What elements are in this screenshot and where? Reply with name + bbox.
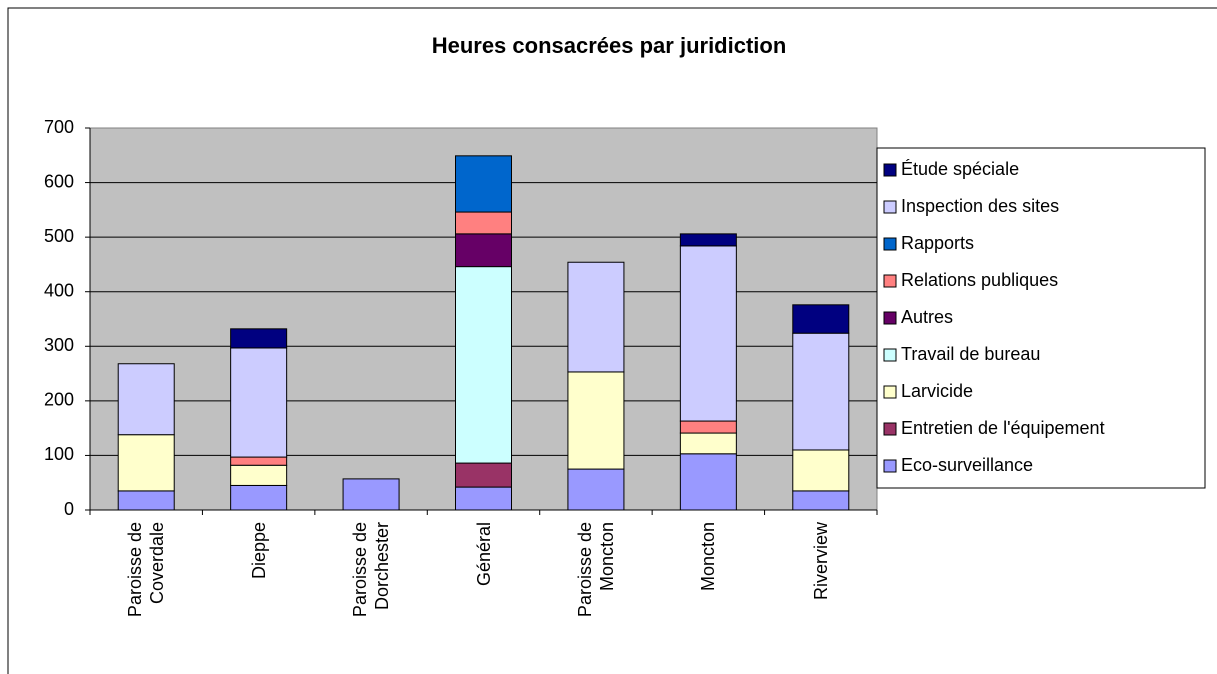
bar-segment: [455, 486, 512, 511]
bar-segment: [455, 233, 512, 268]
legend-label: Inspection des sites: [901, 196, 1059, 216]
y-tick-label: 0: [64, 499, 74, 519]
bar-segment: [230, 464, 288, 486]
bar-segment: [679, 245, 737, 422]
legend-swatch: [883, 274, 897, 288]
legend: [876, 147, 1206, 489]
y-tick-label: 500: [44, 226, 74, 246]
legend-swatch: [883, 348, 897, 362]
bar-segment: [230, 328, 288, 349]
x-tick-label: Paroisse de Dorchester: [350, 522, 393, 618]
y-tick-label: 100: [44, 444, 74, 464]
legend-label: Relations publiques: [901, 270, 1058, 290]
legend-label: Entretien de l'équipement: [901, 418, 1105, 438]
x-tick-label: Dieppe: [248, 522, 269, 580]
bar-segment: [455, 266, 512, 464]
bar-segment: [567, 468, 625, 511]
legend-swatch: [883, 200, 897, 214]
y-tick-label: 300: [44, 335, 74, 355]
legend-label: Eco-surveillance: [901, 455, 1033, 475]
legend-swatch: [883, 311, 897, 325]
y-tick-label: 400: [44, 280, 74, 300]
bar-segment: [455, 211, 512, 235]
x-tick-label: Général: [473, 522, 494, 587]
legend-label: Travail de bureau: [901, 344, 1040, 364]
bar-segment: [679, 453, 737, 511]
bar-segment: [230, 456, 288, 466]
bar-segment: [117, 434, 175, 492]
legend-swatch: [883, 163, 897, 177]
x-tick-label: Paroisse de Coverdale: [125, 522, 168, 618]
legend-label: Larvicide: [901, 381, 973, 401]
bar-segment: [117, 490, 175, 511]
bar-segment: [792, 490, 850, 511]
bar-segment: [342, 478, 400, 511]
legend-swatch: [883, 385, 897, 399]
bar-segment: [679, 420, 737, 434]
bar-segment: [455, 155, 512, 213]
bar-segment: [230, 484, 288, 511]
y-tick-label: 600: [44, 171, 74, 191]
bar-segment: [792, 304, 850, 334]
y-tick-label: 700: [44, 117, 74, 137]
x-tick-label: Moncton: [698, 522, 719, 592]
x-tick-label: Riverview: [810, 522, 831, 601]
bar-segment: [567, 371, 625, 470]
bar-segment: [230, 347, 288, 458]
bar-segment: [792, 449, 850, 492]
chart-title: Heures consacrées par juridiction: [432, 33, 787, 58]
legend-swatch: [883, 422, 897, 436]
x-tick-label: Paroisse de Moncton: [574, 522, 617, 618]
legend-label: Étude spéciale: [901, 159, 1019, 179]
bar-segment: [792, 332, 850, 451]
legend-label: Autres: [901, 307, 953, 327]
bar-segment: [117, 363, 175, 436]
legend-label: Rapports: [901, 233, 974, 253]
bar-segment: [679, 432, 737, 455]
bar-segment: [567, 261, 625, 373]
y-tick-label: 200: [44, 390, 74, 410]
bar-segment: [679, 233, 737, 247]
legend-swatch: [883, 237, 897, 251]
legend-swatch: [883, 459, 897, 473]
bar-segment: [455, 462, 512, 488]
